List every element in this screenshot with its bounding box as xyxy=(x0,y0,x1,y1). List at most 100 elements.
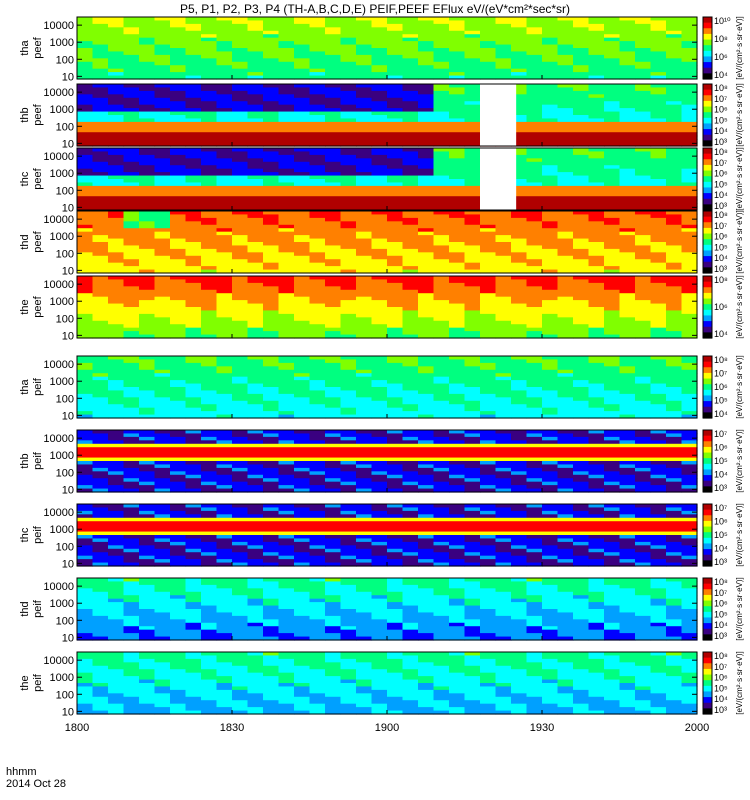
spectrogram-cell xyxy=(325,450,342,455)
spectrogram-cell xyxy=(139,235,156,240)
spectrogram-cell xyxy=(604,51,621,56)
spectrogram-cell xyxy=(263,121,280,126)
spectrogram-cell xyxy=(108,179,125,184)
spectrogram-cell xyxy=(294,158,311,163)
colorbar-segment xyxy=(703,315,712,319)
spectrogram-cell xyxy=(185,192,202,197)
panel-probe-label: thb xyxy=(19,107,31,122)
spectrogram-cell xyxy=(77,115,94,120)
spectrogram-cell xyxy=(542,34,559,39)
spectrogram-cell xyxy=(123,68,140,73)
spectrogram-cell xyxy=(635,203,652,208)
spectrogram-cell xyxy=(154,158,171,163)
spectrogram-cell xyxy=(604,132,621,137)
spectrogram-cell xyxy=(340,48,357,53)
spectrogram-cell xyxy=(170,242,187,247)
spectrogram-cell xyxy=(635,125,652,130)
spectrogram-cell xyxy=(557,248,574,253)
spectrogram-cell xyxy=(325,151,342,156)
spectrogram-cell xyxy=(619,296,636,301)
spectrogram-cell xyxy=(650,20,667,25)
spectrogram-cell xyxy=(77,266,94,271)
spectrogram-cell xyxy=(294,259,311,264)
spectrogram-cell xyxy=(666,189,683,194)
spectrogram-cell xyxy=(480,235,497,240)
spectrogram-cell xyxy=(108,362,125,367)
spectrogram-cell xyxy=(108,231,125,236)
spectrogram-cell xyxy=(325,101,342,106)
spectrogram-cell xyxy=(619,366,636,371)
spectrogram-cell xyxy=(356,320,373,325)
spectrogram-cell xyxy=(573,118,590,123)
spectrogram-cell xyxy=(356,471,373,476)
spectrogram-cell xyxy=(480,266,497,271)
spectrogram-cell xyxy=(402,293,419,298)
spectrogram-cell xyxy=(402,72,419,77)
spectrogram-cell xyxy=(325,132,342,137)
spectrogram-cell xyxy=(170,397,187,402)
spectrogram-cell xyxy=(123,48,140,53)
spectrogram-cell xyxy=(635,17,652,22)
spectrogram-cell xyxy=(185,362,202,367)
spectrogram-cell xyxy=(371,161,388,166)
spectrogram-cell xyxy=(433,303,450,308)
spectrogram-cell xyxy=(185,179,202,184)
spectrogram-cell xyxy=(201,168,218,173)
spectrogram-cell xyxy=(650,154,667,159)
colorbar-segment xyxy=(703,258,712,263)
spectrogram-cell xyxy=(542,393,559,398)
spectrogram-cell xyxy=(635,87,652,92)
spectrogram-cell xyxy=(108,461,125,466)
spectrogram-cell xyxy=(418,255,435,260)
spectrogram-cell xyxy=(77,228,94,233)
spectrogram-cell xyxy=(123,380,140,385)
spectrogram-cell xyxy=(309,324,326,329)
colorbar-tick-label: 10¹⁰ xyxy=(714,16,731,26)
spectrogram-cell xyxy=(666,75,683,80)
spectrogram-cell xyxy=(418,20,435,25)
spectrogram-cell xyxy=(542,387,559,392)
spectrogram-cell xyxy=(433,331,450,336)
spectrogram-cell xyxy=(356,158,373,163)
spectrogram-cell xyxy=(402,34,419,39)
spectrogram-cell xyxy=(619,34,636,39)
spectrogram-cell xyxy=(650,84,667,89)
spectrogram-cell xyxy=(278,196,295,201)
spectrogram-cell xyxy=(604,224,621,229)
spectrogram-cell xyxy=(666,61,683,66)
spectrogram-cell xyxy=(464,404,481,409)
spectrogram-cell xyxy=(666,317,683,322)
spectrogram-cell xyxy=(635,262,652,267)
spectrogram-cell xyxy=(108,75,125,80)
spectrogram-cell xyxy=(92,94,109,99)
spectrogram-cell xyxy=(201,108,218,113)
spectrogram-cell xyxy=(650,196,667,201)
spectrogram-cell xyxy=(325,61,342,66)
spectrogram-cell xyxy=(108,474,125,479)
spectrogram-cell xyxy=(418,196,435,201)
colorbar-segment xyxy=(703,318,712,322)
spectrogram-cell xyxy=(464,214,481,219)
spectrogram-cell xyxy=(495,41,512,46)
spectrogram-cell xyxy=(108,142,125,147)
spectrogram-cell xyxy=(232,387,249,392)
spectrogram-cell xyxy=(263,440,280,445)
spectrogram-cell xyxy=(681,266,698,271)
spectrogram-cell xyxy=(216,269,233,274)
spectrogram-cell xyxy=(123,148,140,153)
spectrogram-cell xyxy=(402,48,419,53)
spectrogram-cell xyxy=(387,17,404,22)
spectrogram-cell xyxy=(588,94,605,99)
spectrogram-cell xyxy=(387,58,404,63)
colorbar-segment xyxy=(703,326,712,331)
spectrogram-cell xyxy=(557,411,574,416)
spectrogram-cell xyxy=(464,248,481,253)
spectrogram-cell xyxy=(433,376,450,381)
spectrogram-cell xyxy=(77,179,94,184)
spectrogram-cell xyxy=(154,310,171,315)
spectrogram-cell xyxy=(635,175,652,180)
spectrogram-cell xyxy=(371,75,388,80)
spectrogram-cell xyxy=(666,51,683,56)
spectrogram-cell xyxy=(480,369,497,374)
